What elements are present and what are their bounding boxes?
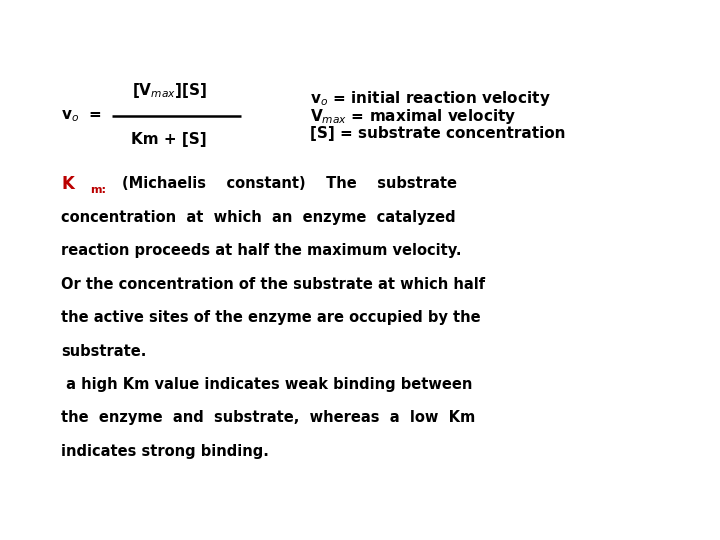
Text: the active sites of the enzyme are occupied by the: the active sites of the enzyme are occup… [61,310,481,325]
Text: (Michaelis    constant)    The    substrate: (Michaelis constant) The substrate [122,176,457,191]
Text: v$_o$  =: v$_o$ = [61,108,102,124]
Text: V$_{max}$ = maximal velocity: V$_{max}$ = maximal velocity [310,106,516,126]
Text: a high Km value indicates weak binding between: a high Km value indicates weak binding b… [61,377,472,392]
Text: [V$_{max}$][S]: [V$_{max}$][S] [132,81,207,100]
Text: K: K [61,174,74,193]
Text: m:: m: [90,185,106,195]
Text: reaction proceeds at half the maximum velocity.: reaction proceeds at half the maximum ve… [61,243,462,258]
Text: concentration  at  which  an  enzyme  catalyzed: concentration at which an enzyme catalyz… [61,210,456,225]
Text: v$_o$ = initial reaction velocity: v$_o$ = initial reaction velocity [310,89,550,108]
Text: substrate.: substrate. [61,343,147,359]
Text: Km + [S]: Km + [S] [131,132,207,147]
Text: [S] = substrate concentration: [S] = substrate concentration [310,126,565,141]
Text: the  enzyme  and  substrate,  whereas  a  low  Km: the enzyme and substrate, whereas a low … [61,410,475,426]
Text: indicates strong binding.: indicates strong binding. [61,444,269,459]
Text: Or the concentration of the substrate at which half: Or the concentration of the substrate at… [61,276,485,292]
